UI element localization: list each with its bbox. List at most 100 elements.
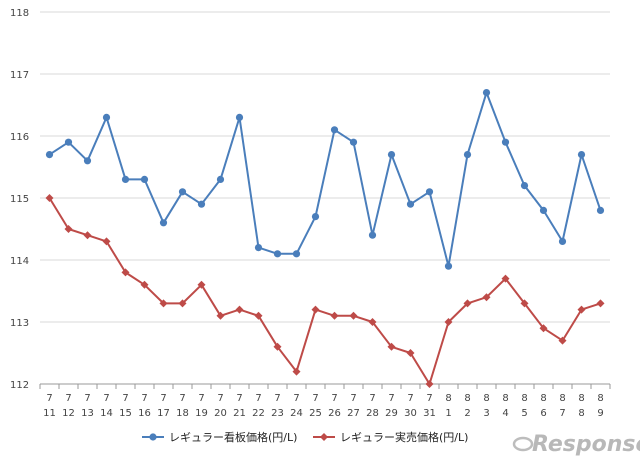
x-tick-day: 1	[445, 408, 451, 419]
gridlines	[40, 11, 610, 323]
data-point-series-1	[197, 200, 206, 208]
x-tick-day: 14	[100, 408, 113, 419]
data-point-series-1	[501, 138, 510, 146]
x-tick-month: 8	[578, 393, 584, 404]
x-tick-month: 8	[559, 393, 565, 404]
x-tick-day: 18	[176, 408, 189, 419]
data-point-series-2	[387, 342, 396, 351]
x-tick-month: 7	[122, 393, 128, 404]
legend-label: レギュラー看板価格(円/L)	[169, 430, 297, 444]
data-point-series-1	[387, 151, 396, 159]
series-line-1	[48, 91, 602, 268]
data-point-series-1	[121, 175, 130, 183]
data-point-series-1	[64, 138, 73, 146]
series-markers	[45, 89, 605, 388]
y-axis-ticks: 112 113 114 115 116 117 118	[10, 8, 29, 391]
data-point-series-2	[216, 311, 225, 320]
data-point-series-2	[254, 311, 263, 320]
data-point-series-2	[102, 237, 111, 246]
data-point-series-2	[482, 293, 491, 302]
data-point-series-2	[520, 299, 529, 308]
x-tick-month: 7	[426, 393, 432, 404]
data-point-series-2	[83, 231, 92, 240]
x-tick-day: 22	[252, 408, 265, 419]
data-point-series-1	[273, 250, 282, 258]
data-point-series-1	[45, 151, 54, 159]
x-tick-month: 7	[160, 393, 166, 404]
x-tick-day: 27	[347, 408, 360, 419]
legend-item-2: レギュラー実売価格(円/L)	[313, 430, 468, 444]
y-tick-label: 112	[10, 380, 29, 391]
x-tick-day: 19	[195, 408, 208, 419]
x-tick-month: 8	[483, 393, 489, 404]
watermark-swoosh-icon	[512, 436, 534, 452]
legend: レギュラー看板価格(円/L) レギュラー実売価格(円/L)	[142, 430, 468, 444]
x-tick-month: 7	[388, 393, 394, 404]
x-tick-day: 21	[233, 408, 246, 419]
x-tick-day: 23	[271, 408, 284, 419]
x-tick-day: 2	[464, 408, 470, 419]
data-point-series-2	[178, 299, 187, 308]
x-tick-month: 8	[502, 393, 508, 404]
data-point-series-2	[368, 318, 377, 326]
x-tick-month: 8	[521, 393, 527, 404]
data-point-series-1	[292, 250, 301, 258]
data-point-series-2	[577, 305, 586, 314]
data-point-series-2	[311, 305, 320, 314]
data-point-series-1	[463, 151, 472, 159]
x-tick-day: 26	[328, 408, 341, 419]
y-tick-label: 118	[10, 8, 29, 19]
legend-marker	[149, 433, 157, 441]
x-tick-day: 29	[385, 408, 398, 419]
x-tick-month: 7	[369, 393, 375, 404]
x-tick-month: 7	[312, 393, 318, 404]
x-tick-day: 7	[559, 408, 565, 419]
x-tick-month: 7	[198, 393, 204, 404]
data-point-series-1	[520, 182, 529, 190]
data-point-series-2	[292, 367, 301, 376]
data-point-series-2	[235, 305, 244, 314]
data-point-series-2	[121, 268, 130, 277]
data-point-series-1	[140, 175, 149, 183]
data-point-series-1	[83, 157, 92, 165]
legend-label: レギュラー実売価格(円/L)	[340, 430, 468, 444]
x-tick-day: 3	[483, 408, 489, 419]
data-point-series-2	[444, 318, 453, 326]
y-tick-label: 117	[10, 70, 29, 81]
y-tick-label: 115	[10, 194, 29, 205]
x-tick-day: 6	[540, 408, 546, 419]
y-tick-label: 116	[10, 132, 29, 143]
x-tick-month: 7	[331, 393, 337, 404]
legend-marker	[320, 433, 328, 441]
data-point-series-1	[178, 188, 187, 196]
data-point-series-2	[463, 299, 472, 308]
x-tick-month: 8	[464, 393, 470, 404]
watermark-text: Response.	[532, 432, 640, 457]
x-tick-month: 7	[293, 393, 299, 404]
data-point-series-1	[349, 138, 358, 146]
x-tick-month: 7	[179, 393, 185, 404]
y-tick-label: 114	[10, 256, 29, 267]
x-tick-month: 7	[274, 393, 280, 404]
x-tick-month: 7	[103, 393, 109, 404]
data-point-series-2	[159, 299, 168, 308]
x-tick-month: 7	[84, 393, 90, 404]
series-line-2	[48, 197, 601, 385]
x-tick-day: 4	[502, 408, 508, 419]
data-point-series-1	[577, 151, 586, 159]
x-tick-month: 8	[445, 393, 451, 404]
data-point-series-2	[596, 299, 605, 308]
data-point-series-1	[216, 175, 225, 183]
data-point-series-1	[311, 213, 320, 221]
data-point-series-2	[349, 311, 358, 320]
watermark-logo: Response.	[512, 432, 640, 457]
x-tick-day: 8	[578, 408, 584, 419]
x-tick-day: 24	[290, 408, 303, 419]
x-tick-month: 7	[255, 393, 261, 404]
data-point-series-1	[254, 244, 263, 252]
data-point-series-1	[102, 113, 111, 121]
x-tick-day: 12	[62, 408, 75, 419]
data-point-series-1	[368, 231, 377, 239]
data-point-series-2	[558, 336, 567, 345]
x-tick-day: 15	[119, 408, 132, 419]
